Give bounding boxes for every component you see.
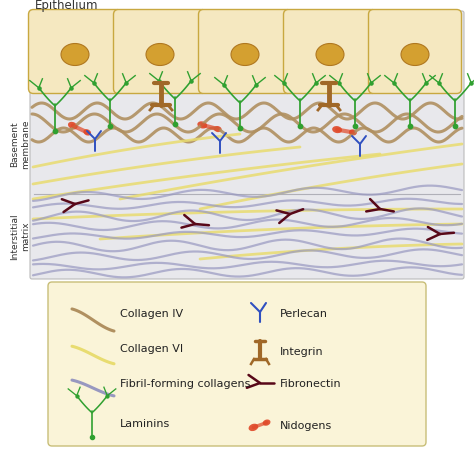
Ellipse shape bbox=[349, 130, 357, 136]
Ellipse shape bbox=[83, 130, 91, 136]
FancyBboxPatch shape bbox=[283, 10, 376, 94]
Ellipse shape bbox=[248, 424, 258, 431]
Text: Epithelium: Epithelium bbox=[35, 0, 99, 12]
FancyBboxPatch shape bbox=[199, 10, 292, 94]
Ellipse shape bbox=[401, 44, 429, 66]
Text: Laminins: Laminins bbox=[120, 418, 170, 428]
Text: Collagen IV: Collagen IV bbox=[120, 308, 183, 318]
FancyBboxPatch shape bbox=[28, 10, 121, 94]
FancyBboxPatch shape bbox=[368, 10, 462, 94]
Text: Fibronectin: Fibronectin bbox=[280, 378, 342, 388]
Ellipse shape bbox=[231, 44, 259, 66]
Ellipse shape bbox=[332, 127, 342, 134]
FancyBboxPatch shape bbox=[113, 10, 207, 94]
FancyBboxPatch shape bbox=[33, 15, 457, 90]
FancyBboxPatch shape bbox=[30, 12, 464, 279]
Ellipse shape bbox=[146, 44, 174, 66]
Text: Interstitial
matrix: Interstitial matrix bbox=[10, 213, 30, 259]
Text: Collagen VI: Collagen VI bbox=[120, 343, 183, 353]
Ellipse shape bbox=[61, 44, 89, 66]
Ellipse shape bbox=[316, 44, 344, 66]
Text: Integrin: Integrin bbox=[280, 346, 324, 356]
Text: Perlecan: Perlecan bbox=[280, 308, 328, 318]
Ellipse shape bbox=[214, 127, 222, 133]
Text: Fibril-forming collagens: Fibril-forming collagens bbox=[120, 378, 250, 388]
Text: Nidogens: Nidogens bbox=[280, 420, 332, 430]
FancyBboxPatch shape bbox=[48, 282, 426, 446]
Ellipse shape bbox=[263, 419, 271, 426]
Ellipse shape bbox=[197, 122, 207, 129]
Ellipse shape bbox=[68, 123, 78, 130]
Text: Basement
membrane: Basement membrane bbox=[10, 120, 30, 169]
